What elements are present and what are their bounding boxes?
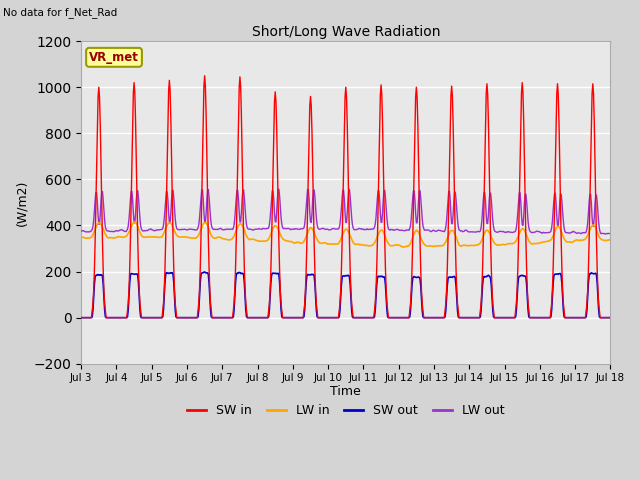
Text: VR_met: VR_met bbox=[89, 51, 139, 64]
Legend: SW in, LW in, SW out, LW out: SW in, LW in, SW out, LW out bbox=[182, 399, 509, 422]
Y-axis label: (W/m2): (W/m2) bbox=[15, 179, 28, 226]
Title: Short/Long Wave Radiation: Short/Long Wave Radiation bbox=[252, 24, 440, 38]
X-axis label: Time: Time bbox=[330, 385, 361, 398]
Text: No data for f_Net_Rad: No data for f_Net_Rad bbox=[3, 7, 118, 18]
